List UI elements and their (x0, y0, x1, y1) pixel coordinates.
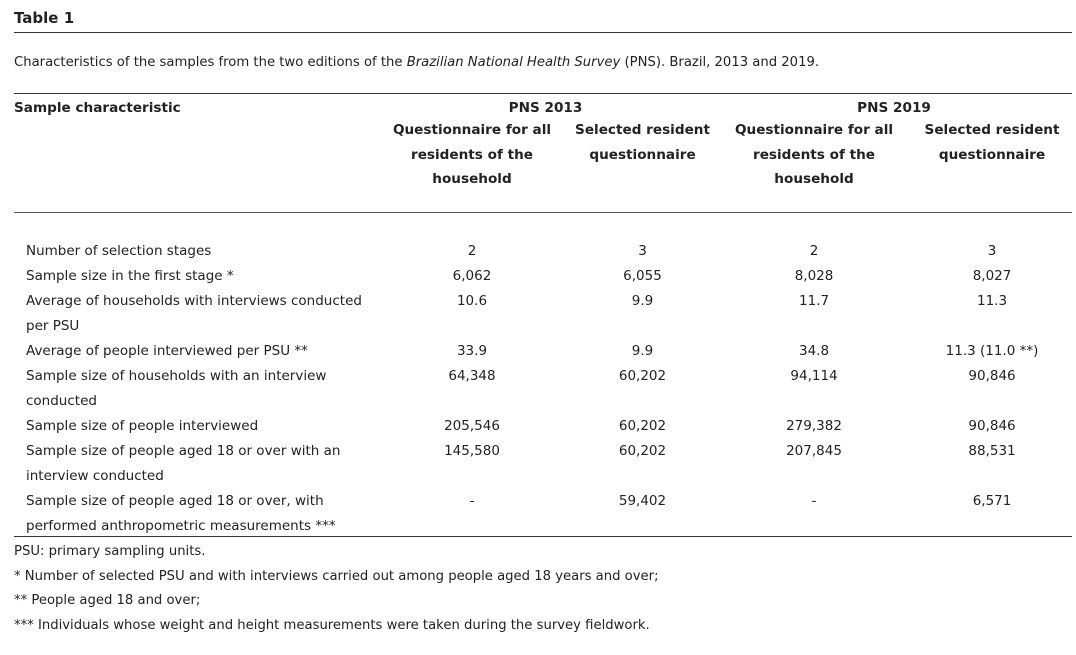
caption-text-end: (PNS). Brazil, 2013 and 2019. (620, 55, 820, 70)
cell-value: 33.9 (456, 343, 488, 359)
cell-value: 6,062 (452, 268, 492, 284)
cell-value: 60,202 (618, 443, 667, 459)
cell-value: 11.3 (11.0 **) (945, 343, 1039, 359)
table-top-rule (14, 93, 1072, 94)
cell-value: 205,546 (444, 418, 500, 434)
cell-value: 11.3 (976, 293, 1008, 309)
cell-value: 9.9 (631, 293, 654, 309)
cell-value: 59,402 (618, 493, 667, 509)
footnote-double-asterisk: ** People aged 18 and over; (14, 593, 201, 609)
table-row: Sample size of people aged 18 or over, w… (14, 489, 1072, 539)
header-2013-all-residents: Questionnaire for all residents of the h… (392, 122, 552, 187)
cell-value: 11.7 (798, 293, 830, 309)
row-label: Average of people interviewed per PSU ** (26, 343, 308, 359)
header-group-pns-2013: PNS 2013 (508, 100, 583, 116)
row-label: Sample size of people aged 18 or over wi… (26, 443, 341, 484)
table-row: Average of people interviewed per PSU **… (14, 339, 1072, 364)
table-caption: Characteristics of the samples from the … (14, 55, 819, 70)
table-title: Table 1 (14, 9, 75, 27)
header-sample-characteristic: Sample characteristic (14, 100, 181, 116)
cell-value: 6,055 (623, 268, 662, 284)
footnote-psu: PSU: primary sampling units. (14, 544, 206, 559)
table-row: Sample size of people interviewed 205,54… (14, 414, 1072, 439)
cell-value: 8,028 (794, 268, 834, 284)
row-label: Sample size of people interviewed (26, 418, 259, 434)
row-label: Average of households with interviews co… (26, 293, 362, 334)
cell-value: 8,027 (972, 268, 1012, 284)
cell-value: 3 (987, 243, 997, 259)
sample-characteristics-table: Sample characteristic PNS 2013 PNS 2019 … (14, 98, 1072, 539)
row-label: Number of selection stages (26, 243, 212, 259)
cell-value: - (469, 493, 475, 509)
table-row: Sample size of people aged 18 or over wi… (14, 439, 1072, 489)
header-2019-selected-resident: Selected resident questionnaire (924, 122, 1060, 163)
table-row: Sample size of households with an interv… (14, 364, 1072, 414)
caption-text-start: Characteristics of the samples from the … (14, 55, 407, 70)
cell-value: 9.9 (631, 343, 654, 359)
header-2013-selected-resident: Selected resident questionnaire (575, 122, 710, 163)
table-bottom-rule (14, 536, 1072, 537)
cell-value: 145,580 (444, 443, 500, 459)
header-2019-all-residents: Questionnaire for all residents of the h… (734, 122, 894, 187)
cell-value: 2 (467, 243, 477, 259)
cell-value: 94,114 (790, 368, 838, 384)
cell-value: 3 (638, 243, 647, 259)
footnote-single-asterisk: * Number of selected PSU and with interv… (14, 568, 659, 584)
row-label: Sample size of households with an interv… (26, 368, 327, 409)
table-row: Sample size in the first stage * 6,062 6… (14, 264, 1072, 289)
cell-value: 207,845 (786, 443, 842, 459)
cell-value: 88,531 (968, 443, 1016, 459)
table-row: Average of households with interviews co… (14, 289, 1072, 339)
cell-value: 60,202 (618, 368, 667, 384)
footnote-triple-asterisk: *** Individuals whose weight and height … (14, 617, 650, 633)
row-label: Sample size of people aged 18 or over, w… (26, 493, 336, 534)
cell-value: 60,202 (618, 418, 667, 434)
cell-value: 34.8 (798, 343, 830, 359)
cell-value: 2 (809, 243, 819, 259)
cell-value: 90,846 (968, 368, 1016, 384)
title-divider (14, 32, 1072, 33)
cell-value: 64,348 (448, 368, 496, 384)
row-label: Sample size in the first stage * (26, 268, 234, 284)
table-footnotes: PSU: primary sampling units. * Number of… (14, 540, 659, 638)
header-group-pns-2019: PNS 2019 (857, 100, 931, 116)
caption-survey-name: Brazilian National Health Survey (406, 55, 621, 70)
cell-value: - (811, 493, 817, 509)
cell-value: 10.6 (456, 293, 488, 309)
cell-value: 6,571 (972, 493, 1012, 509)
cell-value: 279,382 (786, 418, 842, 434)
table-row: Number of selection stages 2 3 2 3 (14, 228, 1072, 264)
header-bottom-rule (14, 212, 1072, 213)
cell-value: 90,846 (968, 418, 1016, 434)
